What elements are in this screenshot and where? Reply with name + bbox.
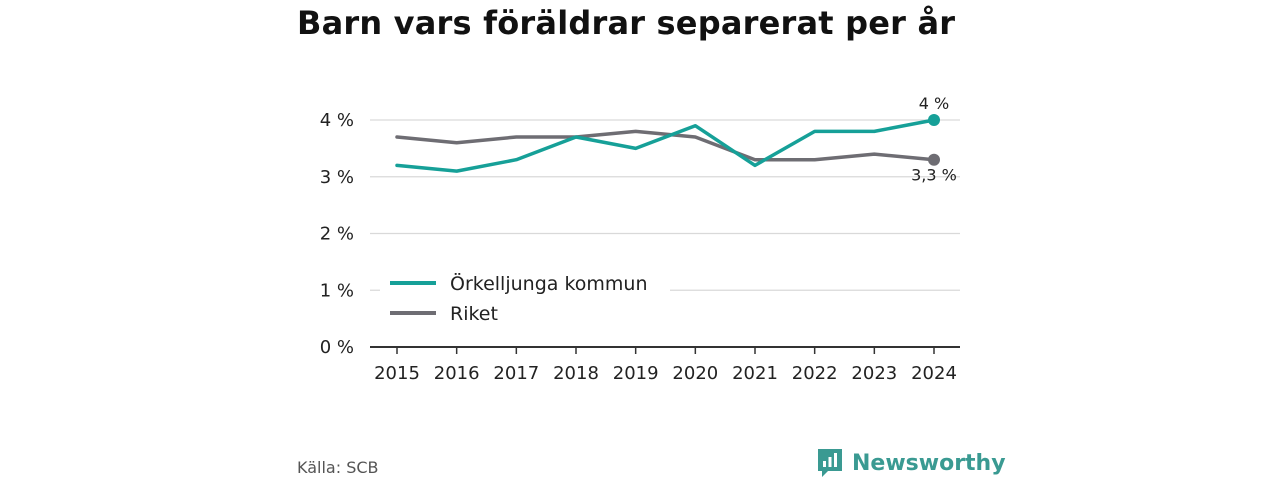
source-note: Källa: SCB	[297, 458, 379, 477]
x-tick-label: 2020	[672, 363, 718, 384]
grid-lines	[370, 119, 960, 291]
legend-background	[380, 295, 670, 323]
x-tick-label: 2024	[911, 363, 957, 384]
x-tick-label: 2021	[732, 363, 778, 384]
legend-label: Riket	[450, 303, 498, 325]
y-tick-label: 4 %	[320, 110, 354, 131]
series-lines: 4 % 3,3 %	[395, 94, 957, 185]
x-tick-label: 2017	[493, 363, 539, 384]
newsworthy-logo-icon	[818, 449, 842, 477]
chart-title: Barn vars föräldrar separerat per år	[297, 4, 956, 42]
legend-label: Örkelljunga kommun	[450, 272, 648, 295]
brand-name: Newsworthy	[852, 450, 1006, 476]
x-axis: 2015 2016 2017 2018 2019 2020 2021 2022 2023 2024	[370, 346, 960, 384]
series-line	[395, 118, 936, 173]
x-tick-label: 2016	[434, 363, 480, 384]
y-tick-label: 1 %	[320, 280, 354, 301]
x-tick-label: 2023	[851, 363, 897, 384]
x-tick-label: 2022	[792, 363, 838, 384]
end-value-label: 3,3 %	[911, 166, 957, 185]
brand-logo: Newsworthy	[816, 447, 1006, 479]
series-end-point	[928, 153, 940, 166]
series-end-point	[928, 114, 940, 126]
series-line	[395, 129, 936, 162]
x-tick-label: 2018	[553, 363, 599, 384]
legend-background	[380, 265, 670, 293]
end-value-label: 4 %	[919, 94, 949, 113]
y-axis-ticks: 0 % 1 % 2 % 3 % 4 %	[320, 110, 354, 358]
x-tick-label: 2019	[613, 363, 659, 384]
y-tick-label: 3 %	[320, 167, 354, 188]
x-tick-label: 2015	[374, 363, 420, 384]
line-chart: 0 % 1 % 2 % 3 % 4 % 2015 2016 2017 2018 2019 2020…	[320, 94, 960, 384]
y-tick-label: 0 %	[320, 337, 354, 358]
y-tick-label: 2 %	[320, 224, 354, 245]
legend: Örkelljunga kommun Riket	[380, 265, 670, 325]
